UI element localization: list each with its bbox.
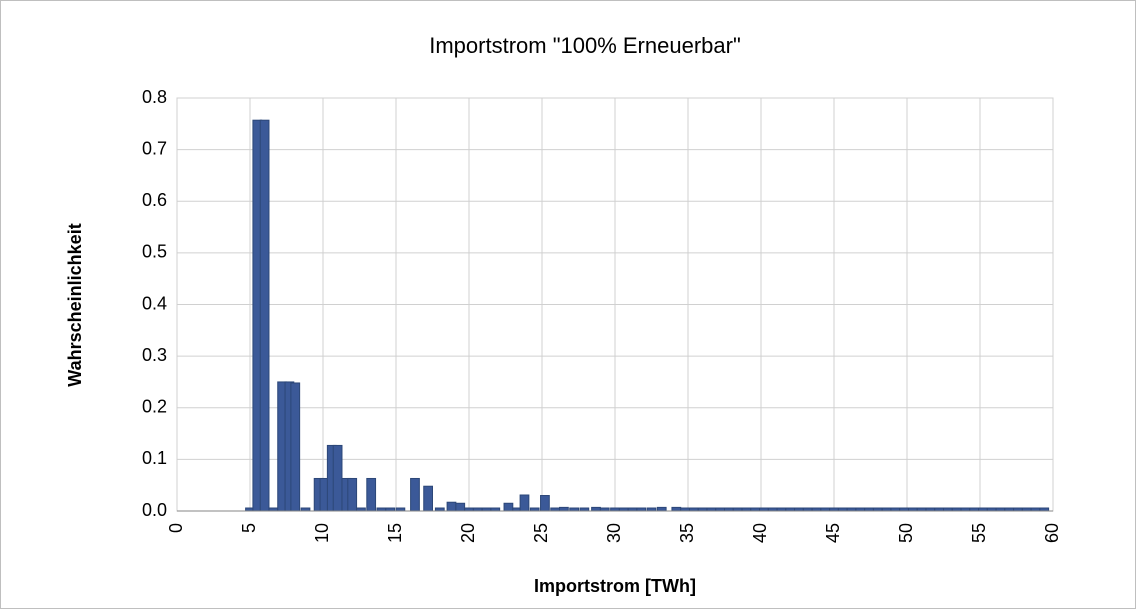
x-tick-label: 0 [166,523,186,533]
x-tick-label: 25 [531,523,551,543]
y-axis-label: Wahrscheinlichkeit [65,223,85,386]
x-tick-label: 20 [458,523,478,543]
x-tick-label: 50 [896,523,916,543]
x-tick-label: 45 [823,523,843,543]
x-axis-label: Importstrom [TWh] [534,576,696,596]
x-tick-label: 55 [969,523,989,543]
bar [559,506,569,512]
x-tick-label: 10 [312,523,332,543]
bar [455,502,466,512]
bar [347,477,358,512]
bar [423,485,433,512]
y-tick-label: 0.5 [142,242,167,262]
y-tick-label: 0.7 [142,138,167,158]
y-tick-label: 0.8 [142,87,167,107]
x-tick-label: 5 [239,523,259,533]
x-tick-label: 60 [1042,523,1062,543]
bar [446,501,457,512]
x-tick-label: 15 [385,523,405,543]
chart-title: Importstrom "100% Erneuerbar" [429,33,741,58]
bar [671,506,682,512]
y-tick-label: 0.2 [142,397,167,417]
bar [410,477,420,512]
y-tick-label: 0.3 [142,345,167,365]
bar [259,119,270,512]
bar [366,477,377,512]
bar [540,495,550,512]
y-tick-label: 0.6 [142,190,167,210]
y-tick-label: 0.4 [142,293,167,313]
x-tick-label: 35 [677,523,697,543]
y-tick-label: 0.1 [142,448,167,468]
bar [519,494,530,512]
bar [332,444,343,512]
x-tick-label: 40 [750,523,770,543]
y-tick-label: 0.0 [142,500,167,520]
bar [591,506,601,512]
x-tick-label: 30 [604,523,624,543]
bar [656,506,667,512]
bar [503,502,514,512]
bar [290,382,301,512]
